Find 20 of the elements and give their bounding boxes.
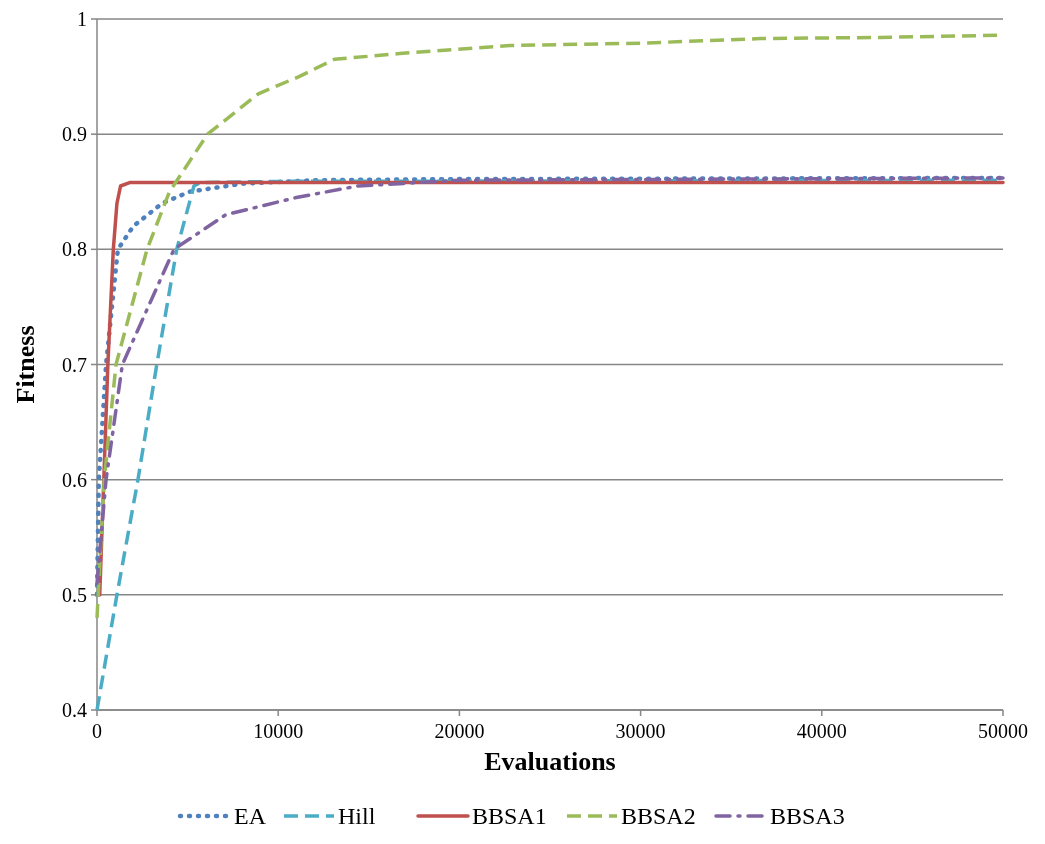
- y-tick-label: 0.8: [62, 238, 87, 261]
- x-tick-label: 20000: [434, 720, 485, 742]
- y-tick-label: 0.4: [62, 699, 87, 721]
- x-tick-label: 0: [92, 720, 102, 742]
- y-tick-label: 1: [77, 8, 87, 30]
- y-axis-title: Fitness: [11, 325, 40, 404]
- legend-label: BBSA2: [621, 803, 696, 830]
- legend-label: Hill: [338, 803, 376, 830]
- y-tick-label: 0.7: [62, 353, 87, 376]
- x-tick-label: 10000: [253, 720, 304, 742]
- y-tick-label: 0.9: [62, 123, 87, 146]
- legend-label: BBSA3: [770, 803, 845, 830]
- y-tick-label: 0.5: [62, 583, 87, 606]
- legend-label: EA: [234, 803, 267, 830]
- legend-label: BBSA1: [472, 803, 547, 830]
- x-tick-label: 50000: [978, 720, 1028, 742]
- x-tick-label: 30000: [615, 720, 666, 742]
- x-axis-title: Evaluations: [484, 747, 616, 776]
- y-tick-label: 0.6: [62, 468, 87, 491]
- x-tick-label: 40000: [796, 720, 847, 742]
